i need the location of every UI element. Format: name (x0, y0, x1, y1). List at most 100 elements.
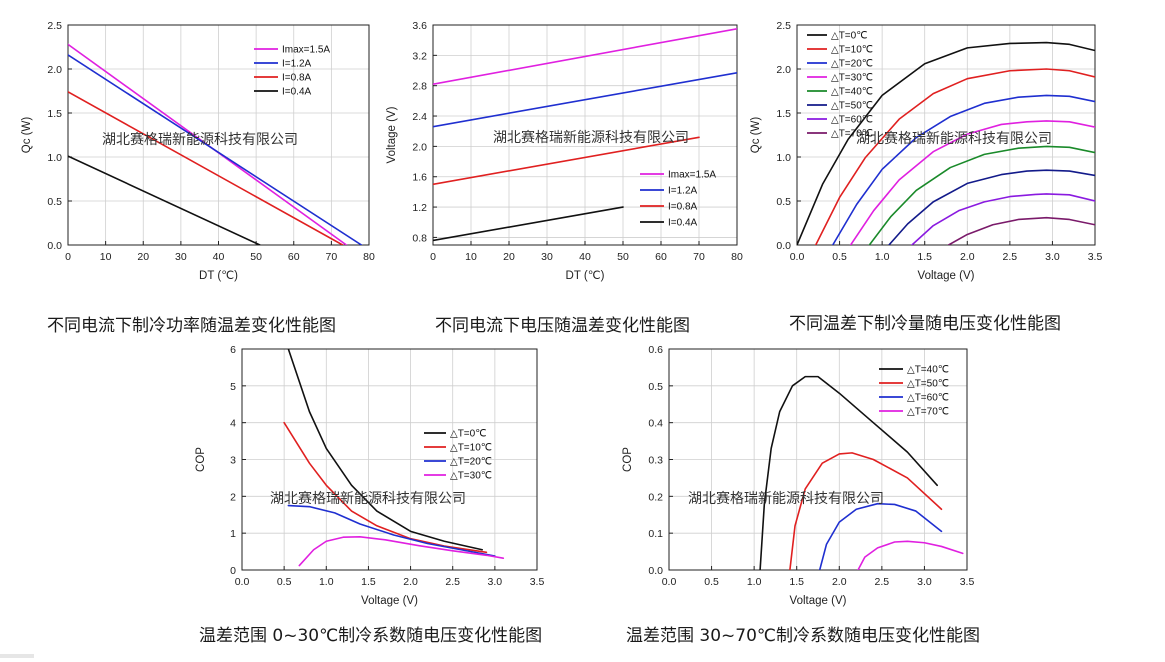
legend-label: △T=30℃ (831, 73, 873, 84)
x-tick-label: 20 (503, 251, 515, 263)
series-line (433, 206, 624, 242)
series-line (868, 145, 1095, 245)
legend-label: △T=20℃ (450, 457, 492, 468)
y-tick-label: 1.5 (776, 108, 791, 120)
y-tick-label: 0.5 (47, 196, 62, 208)
series-line (287, 504, 496, 557)
x-tick-label: 30 (541, 251, 553, 263)
series-line (947, 216, 1095, 245)
x-axis-label: Voltage (V) (361, 595, 418, 607)
x-tick-label: 2.5 (875, 576, 890, 588)
series-line (68, 155, 261, 245)
footer-mark (0, 654, 34, 658)
legend-label: △T=60℃ (831, 115, 873, 126)
series-line (68, 91, 344, 245)
x-tick-label: 40 (579, 251, 591, 263)
x-tick-label: 1.0 (319, 576, 334, 588)
y-tick-label: 2.4 (412, 111, 427, 123)
plot-frame (796, 24, 1096, 246)
y-tick-label: 2.0 (412, 141, 427, 153)
x-tick-label: 60 (655, 251, 667, 263)
x-tick-label: 0.5 (277, 576, 292, 588)
y-tick-label: 0.1 (648, 528, 663, 540)
series-line (814, 68, 1095, 245)
x-tick-label: 80 (363, 251, 375, 263)
x-axis-label: DT (℃) (566, 270, 605, 282)
x-tick-label: 0.0 (662, 576, 677, 588)
x-tick-label: 30 (175, 251, 187, 263)
legend-label: Imax=1.5A (668, 170, 716, 181)
caption-voltage-vs-dt: 不同电流下电压随温差变化性能图 (435, 316, 690, 336)
y-tick-label: 0.6 (648, 344, 663, 356)
y-tick-label: 2.5 (776, 20, 791, 32)
y-tick-label: 1.0 (776, 152, 791, 164)
chart-qc-vs-voltage: 0.0 0.5 1.0 1.5 2.0 2.5 3.0 3.5 0.0 0.5 1.0 1.5 2.0 2… (750, 20, 1102, 282)
y-tick-label: 0.0 (648, 565, 663, 577)
x-tick-label: 40 (213, 251, 225, 263)
series-line (857, 540, 964, 570)
caption-qc-vs-dt: 不同电流下制冷功率随温差变化性能图 (47, 316, 336, 336)
x-tick-label: 80 (731, 251, 743, 263)
series-line (68, 54, 363, 245)
y-tick-label: 2 (230, 491, 236, 503)
x-tick-label: 20 (137, 251, 149, 263)
y-tick-label: 3.2 (412, 50, 427, 62)
x-tick-label: 70 (693, 251, 705, 263)
caption-cop-high-dt: 温差范围 30~70℃制冷系数随电压变化性能图 (626, 626, 981, 646)
watermark-text: 湖北赛格瑞新能源科技有限公司 (688, 490, 884, 506)
chart-voltage-vs-dt: 0 10 20 30 40 50 60 70 80 0.8 1.2 1.6 2.0 2.4 2.8 3.2 3.… (386, 20, 743, 282)
legend-label: △T=50℃ (831, 101, 873, 112)
x-tick-label: 0.0 (790, 251, 805, 263)
series-line (797, 41, 1095, 245)
x-tick-label: 3.0 (917, 576, 932, 588)
x-tick-label: 50 (617, 251, 629, 263)
x-tick-label: 2.0 (832, 576, 847, 588)
x-tick-label: 2.0 (960, 251, 975, 263)
y-tick-label: 0.0 (776, 240, 791, 252)
x-tick-label: 3.0 (1045, 251, 1060, 263)
x-tick-label: 50 (250, 251, 262, 263)
watermark-text: 湖北赛格瑞新能源科技有限公司 (102, 131, 298, 147)
series-line (818, 502, 943, 570)
y-tick-label: 0.0 (47, 240, 62, 252)
legend-label: △T=30℃ (450, 471, 492, 482)
x-tick-label: 3.0 (488, 576, 503, 588)
x-tick-label: 3.5 (1088, 251, 1103, 263)
series-line (911, 193, 1095, 245)
legend-label: △T=40℃ (907, 365, 949, 376)
legend-label: I=0.8A (282, 73, 312, 84)
legend-label: I=0.4A (668, 218, 698, 229)
y-tick-label: 0.3 (648, 455, 663, 467)
x-tick-label: 10 (465, 251, 477, 263)
legend-label: △T=70℃ (907, 407, 949, 418)
y-tick-label: 5 (230, 381, 236, 393)
y-tick-label: 1 (230, 528, 236, 540)
series-line (433, 136, 700, 186)
legend-label: △T=10℃ (450, 443, 492, 454)
legend-label: I=1.2A (282, 59, 312, 70)
x-tick-label: 0.5 (832, 251, 847, 263)
caption-cop-low-dt: 温差范围 0~30℃制冷系数随电压变化性能图 (199, 626, 543, 646)
x-tick-label: 1.5 (361, 576, 376, 588)
watermark-text: 湖北赛格瑞新能源科技有限公司 (856, 130, 1052, 146)
x-tick-label: 1.5 (917, 251, 932, 263)
y-tick-label: 0.5 (648, 381, 663, 393)
series-line (433, 71, 737, 128)
legend-label: △T=60℃ (907, 393, 949, 404)
y-axis-label: Qc (W) (21, 117, 33, 154)
y-tick-label: 1.6 (412, 172, 427, 184)
y-axis-label: Qc (W) (750, 117, 762, 154)
series-line (888, 169, 1095, 245)
y-tick-label: 2.0 (776, 64, 791, 76)
x-axis-label: Voltage (V) (790, 595, 847, 607)
y-tick-label: 2.8 (412, 81, 427, 93)
legend-label: Imax=1.5A (282, 45, 330, 56)
y-tick-label: 3 (230, 455, 236, 467)
legend-label: △T=0℃ (831, 31, 867, 42)
x-tick-label: 3.5 (530, 576, 545, 588)
chart-qc-vs-dt: 0 10 20 30 40 50 60 70 80 0.0 0.5 1.0 1.5 2.0 2.5 DT (℃… (21, 20, 375, 282)
x-tick-label: 2.5 (445, 576, 460, 588)
y-axis-label: COP (195, 447, 207, 472)
y-tick-label: 2.0 (47, 64, 62, 76)
